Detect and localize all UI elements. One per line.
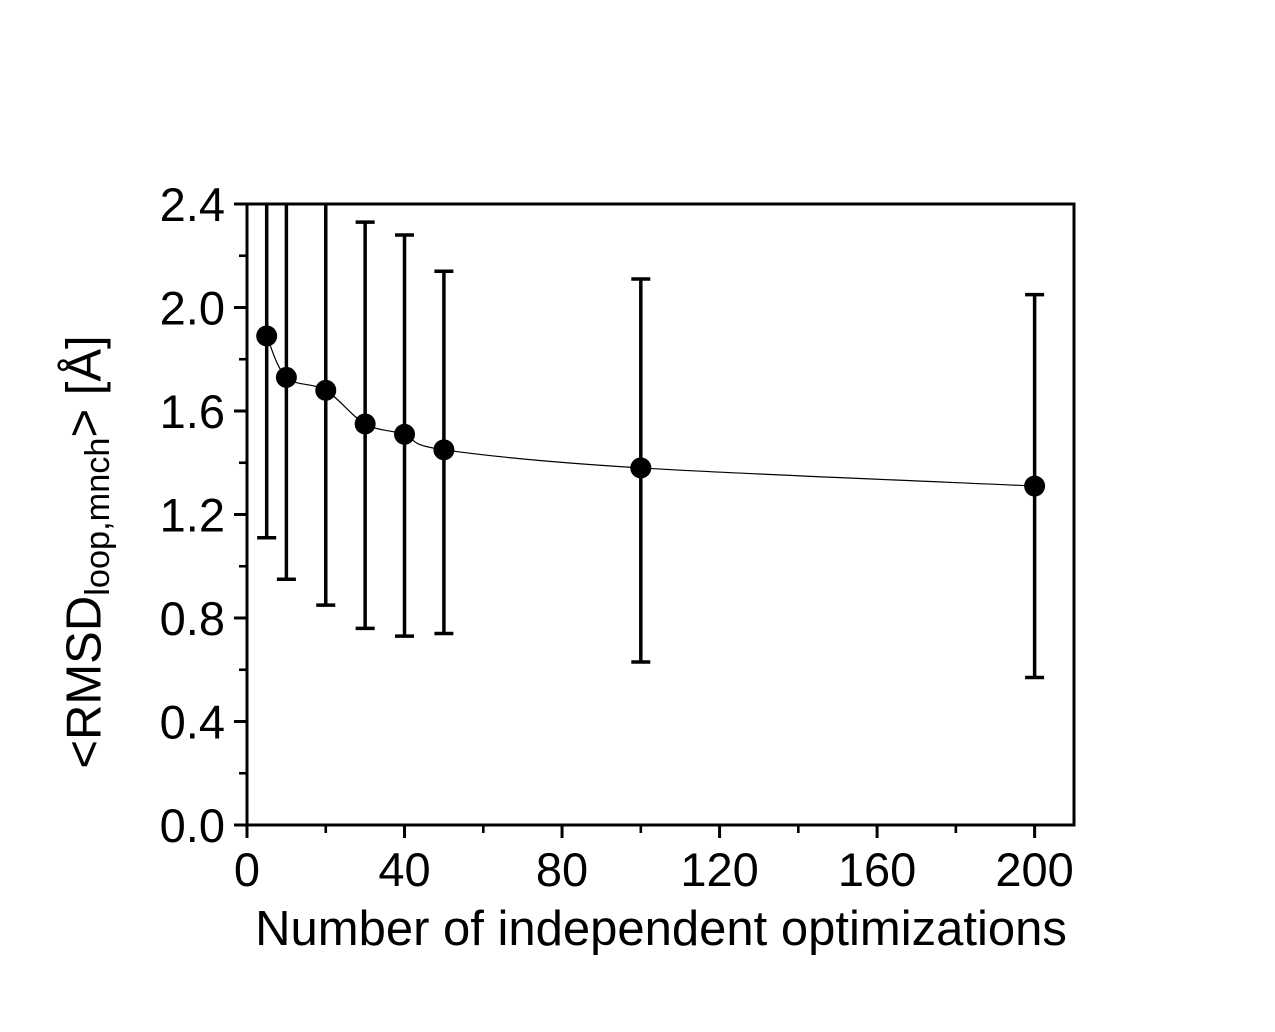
data-point [354,413,376,435]
data-point [275,366,297,388]
y-tick-label: 0.8 [160,592,225,645]
data-point [433,439,455,461]
data-point [256,325,278,347]
x-tick-label: 40 [378,843,430,896]
y-axis-title: <RMSDloop,mnch> [Å] [57,335,118,769]
y-axis-title-pre: <RMSD [57,595,112,769]
y-tick-label: 1.6 [160,385,225,438]
data-point [630,457,652,479]
x-axis-title-text: Number of independent optimizations [255,902,1067,956]
y-tick-label: 0.4 [160,696,225,749]
y-tick-label: 1.2 [160,489,225,542]
x-tick-label: 0 [234,843,260,896]
x-tick-label: 120 [680,843,758,896]
y-axis-title-subscript: loop,mnch [79,437,118,596]
data-point [1024,475,1046,497]
x-tick-label: 80 [536,843,588,896]
y-tick-label: 2.4 [160,178,225,231]
data-point [315,379,337,401]
x-tick-label: 160 [838,843,916,896]
y-axis-title-post: > [Å] [57,335,112,438]
y-tick-label: 0.0 [160,799,225,852]
x-axis-title: Number of independent optimizations [255,905,1067,954]
fit-curve [266,335,1035,487]
data-point [394,423,416,445]
plot-frame [245,202,1076,827]
x-tick-label: 200 [995,843,1073,896]
y-tick-label: 2.0 [160,282,225,335]
